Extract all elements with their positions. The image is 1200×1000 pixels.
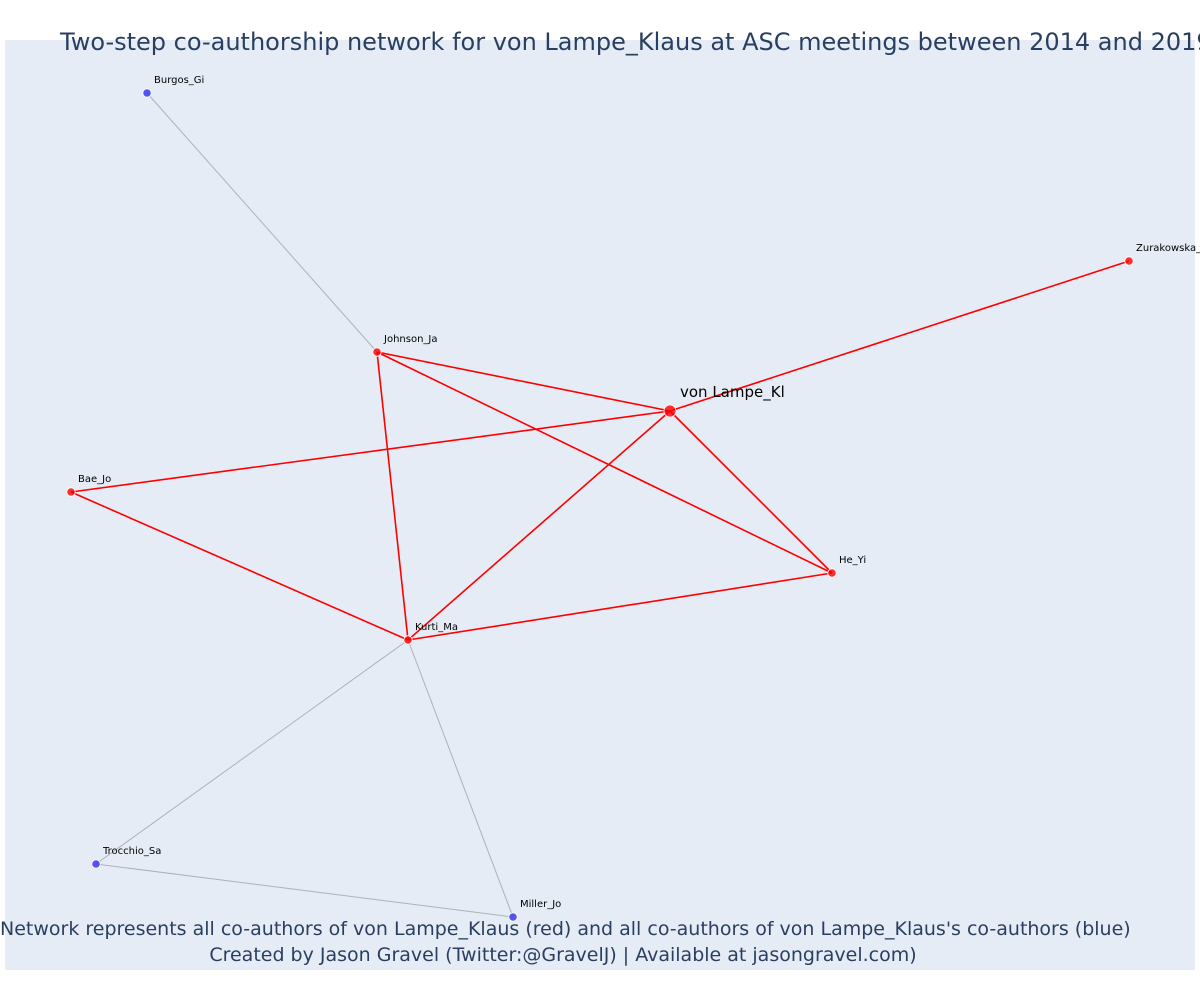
node-he[interactable] <box>827 568 837 578</box>
node-zurakowska[interactable] <box>1124 256 1134 266</box>
edge-vonlampe-kurti <box>407 410 671 641</box>
edge-kurti-trocchio <box>95 639 409 865</box>
edge-kurti-he <box>407 572 833 641</box>
edge-bae-kurti <box>70 491 409 641</box>
footer-note: Network represents all co-authors of von… <box>0 918 1131 940</box>
edge-vonlampe-zurakowska <box>669 260 1130 412</box>
edge-vonlampe-johnson <box>376 351 671 412</box>
node-burgos[interactable] <box>142 88 152 98</box>
edge-kurti-miller <box>407 639 514 918</box>
edge-burgos-johnson <box>146 92 378 353</box>
edge-johnson-kurti <box>376 351 409 641</box>
node-label-johnson: Johnson_Ja <box>383 334 438 345</box>
nodes-layer <box>66 88 1134 922</box>
node-label-he: He_Yi <box>839 555 866 566</box>
node-label-bae: Bae_Jo <box>78 474 111 485</box>
labels-layer: von Lampe_Kl Burgos_Gi Zurakowska_ Johnson_… <box>78 75 1200 910</box>
edge-trocchio-miller <box>95 863 514 918</box>
plot-area <box>5 40 1195 970</box>
node-vonlampe[interactable] <box>663 404 677 418</box>
edge-vonlampe-bae <box>70 410 671 493</box>
node-kurti[interactable] <box>403 635 413 645</box>
node-label-miller: Miller_Jo <box>520 899 561 910</box>
node-label-trocchio: Trocchio_Sa <box>102 846 161 857</box>
edge-johnson-he <box>376 351 833 574</box>
chart-title: Two-step co-authorship network for von L… <box>60 28 1200 56</box>
edge-vonlampe-he <box>669 410 833 574</box>
node-bae[interactable] <box>66 487 76 497</box>
node-label-zurakowska: Zurakowska_ <box>1136 243 1200 254</box>
edges-layer <box>70 92 1130 918</box>
footer-credit: Created by Jason Gravel (Twitter:@Gravel… <box>209 944 917 966</box>
node-label-burgos: Burgos_Gi <box>154 75 204 86</box>
node-label-kurti: Kurti_Ma <box>415 622 458 633</box>
node-miller[interactable] <box>508 912 518 922</box>
node-label-vonlampe: von Lampe_Kl <box>680 383 785 402</box>
node-johnson[interactable] <box>372 347 382 357</box>
node-trocchio[interactable] <box>91 859 101 869</box>
